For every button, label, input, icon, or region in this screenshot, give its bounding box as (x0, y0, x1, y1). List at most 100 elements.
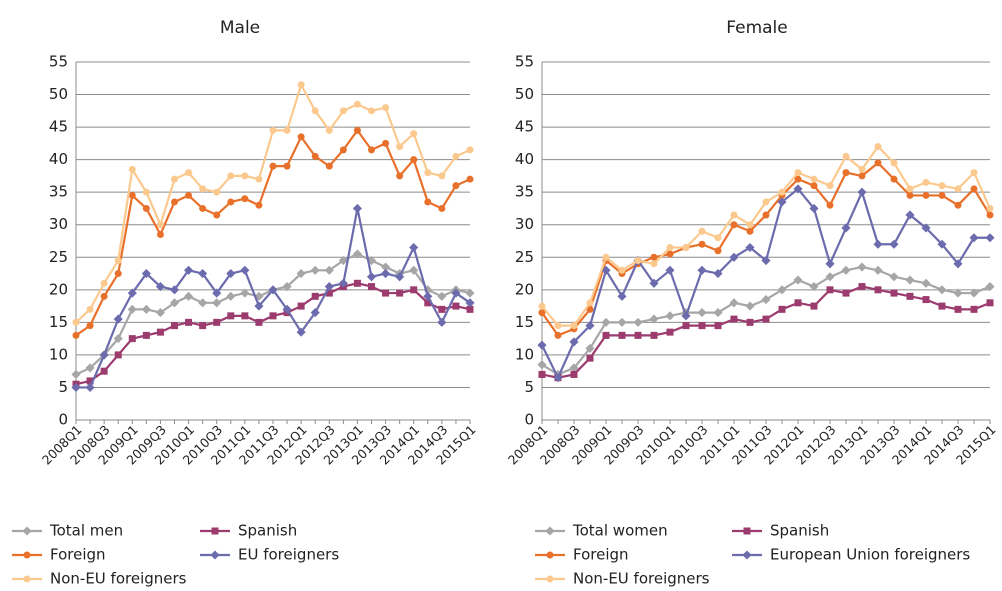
marker (970, 169, 978, 177)
marker (466, 305, 474, 313)
marker (437, 291, 447, 301)
marker (213, 188, 221, 196)
marker (922, 296, 930, 304)
marker (325, 289, 333, 297)
marker (986, 211, 994, 219)
y-tick-label: 10 (515, 345, 534, 363)
marker (22, 526, 32, 536)
marker (241, 172, 249, 180)
marker (969, 233, 979, 243)
marker (297, 133, 305, 141)
marker (310, 308, 320, 318)
marker (466, 175, 474, 183)
marker (985, 233, 995, 243)
marker (698, 322, 706, 330)
y-tick-label: 35 (515, 183, 534, 201)
marker (142, 331, 150, 339)
marker (793, 184, 803, 194)
marker (682, 322, 690, 330)
marker (570, 322, 578, 330)
marker (666, 250, 674, 258)
marker (210, 550, 220, 560)
marker (826, 182, 834, 190)
marker (634, 331, 642, 339)
marker (211, 527, 219, 535)
marker (382, 139, 390, 147)
marker (409, 242, 419, 253)
marker (538, 302, 546, 310)
marker (745, 301, 755, 311)
chart-title: Male (220, 18, 260, 38)
marker (634, 257, 642, 265)
marker (240, 288, 250, 298)
marker (793, 275, 803, 285)
marker (809, 282, 819, 292)
marker (921, 278, 931, 288)
marker (438, 172, 446, 180)
marker (650, 260, 658, 268)
marker (842, 152, 850, 160)
marker (921, 223, 931, 233)
y-tick-label: 25 (49, 248, 68, 266)
y-tick-label: 15 (49, 313, 68, 331)
marker (382, 289, 390, 297)
marker (226, 291, 236, 301)
legend-label: Non-EU foreigners (573, 570, 710, 588)
marker (729, 252, 739, 262)
marker (283, 162, 291, 170)
marker (618, 266, 626, 274)
marker (142, 204, 150, 212)
y-tick-label: 0 (58, 411, 68, 429)
marker (396, 143, 404, 151)
marker (409, 265, 419, 275)
marker (713, 268, 723, 279)
marker (906, 292, 914, 300)
marker (953, 288, 963, 298)
marker (826, 286, 834, 294)
marker (128, 165, 136, 173)
marker (666, 328, 674, 336)
marker (890, 289, 898, 297)
marker (114, 257, 122, 265)
marker (114, 351, 122, 359)
marker (778, 305, 786, 313)
marker (954, 185, 962, 193)
marker (466, 146, 474, 154)
marker (199, 185, 207, 193)
marker (113, 334, 123, 344)
marker (297, 302, 305, 310)
marker (602, 253, 610, 261)
marker (810, 182, 818, 190)
marker (794, 299, 802, 307)
marker (970, 185, 978, 193)
marker (842, 289, 850, 297)
marker (810, 302, 818, 310)
marker (410, 286, 418, 294)
marker (212, 288, 222, 298)
marker (352, 203, 362, 214)
marker (858, 172, 866, 180)
marker (730, 211, 738, 219)
marker (890, 159, 898, 167)
marker (842, 169, 850, 177)
marker (311, 292, 319, 300)
marker (226, 268, 236, 279)
marker (155, 308, 165, 318)
marker (283, 126, 291, 134)
marker (697, 265, 707, 275)
legend-label: Foreign (50, 546, 106, 564)
marker (970, 305, 978, 313)
marker (938, 182, 946, 190)
marker (906, 191, 914, 199)
marker (127, 304, 137, 314)
marker (198, 298, 208, 308)
marker (858, 283, 866, 291)
marker (465, 298, 475, 308)
marker (353, 279, 361, 287)
marker (889, 239, 899, 249)
marker (423, 291, 433, 301)
series (537, 262, 995, 379)
marker (746, 318, 754, 326)
marker (905, 275, 915, 285)
